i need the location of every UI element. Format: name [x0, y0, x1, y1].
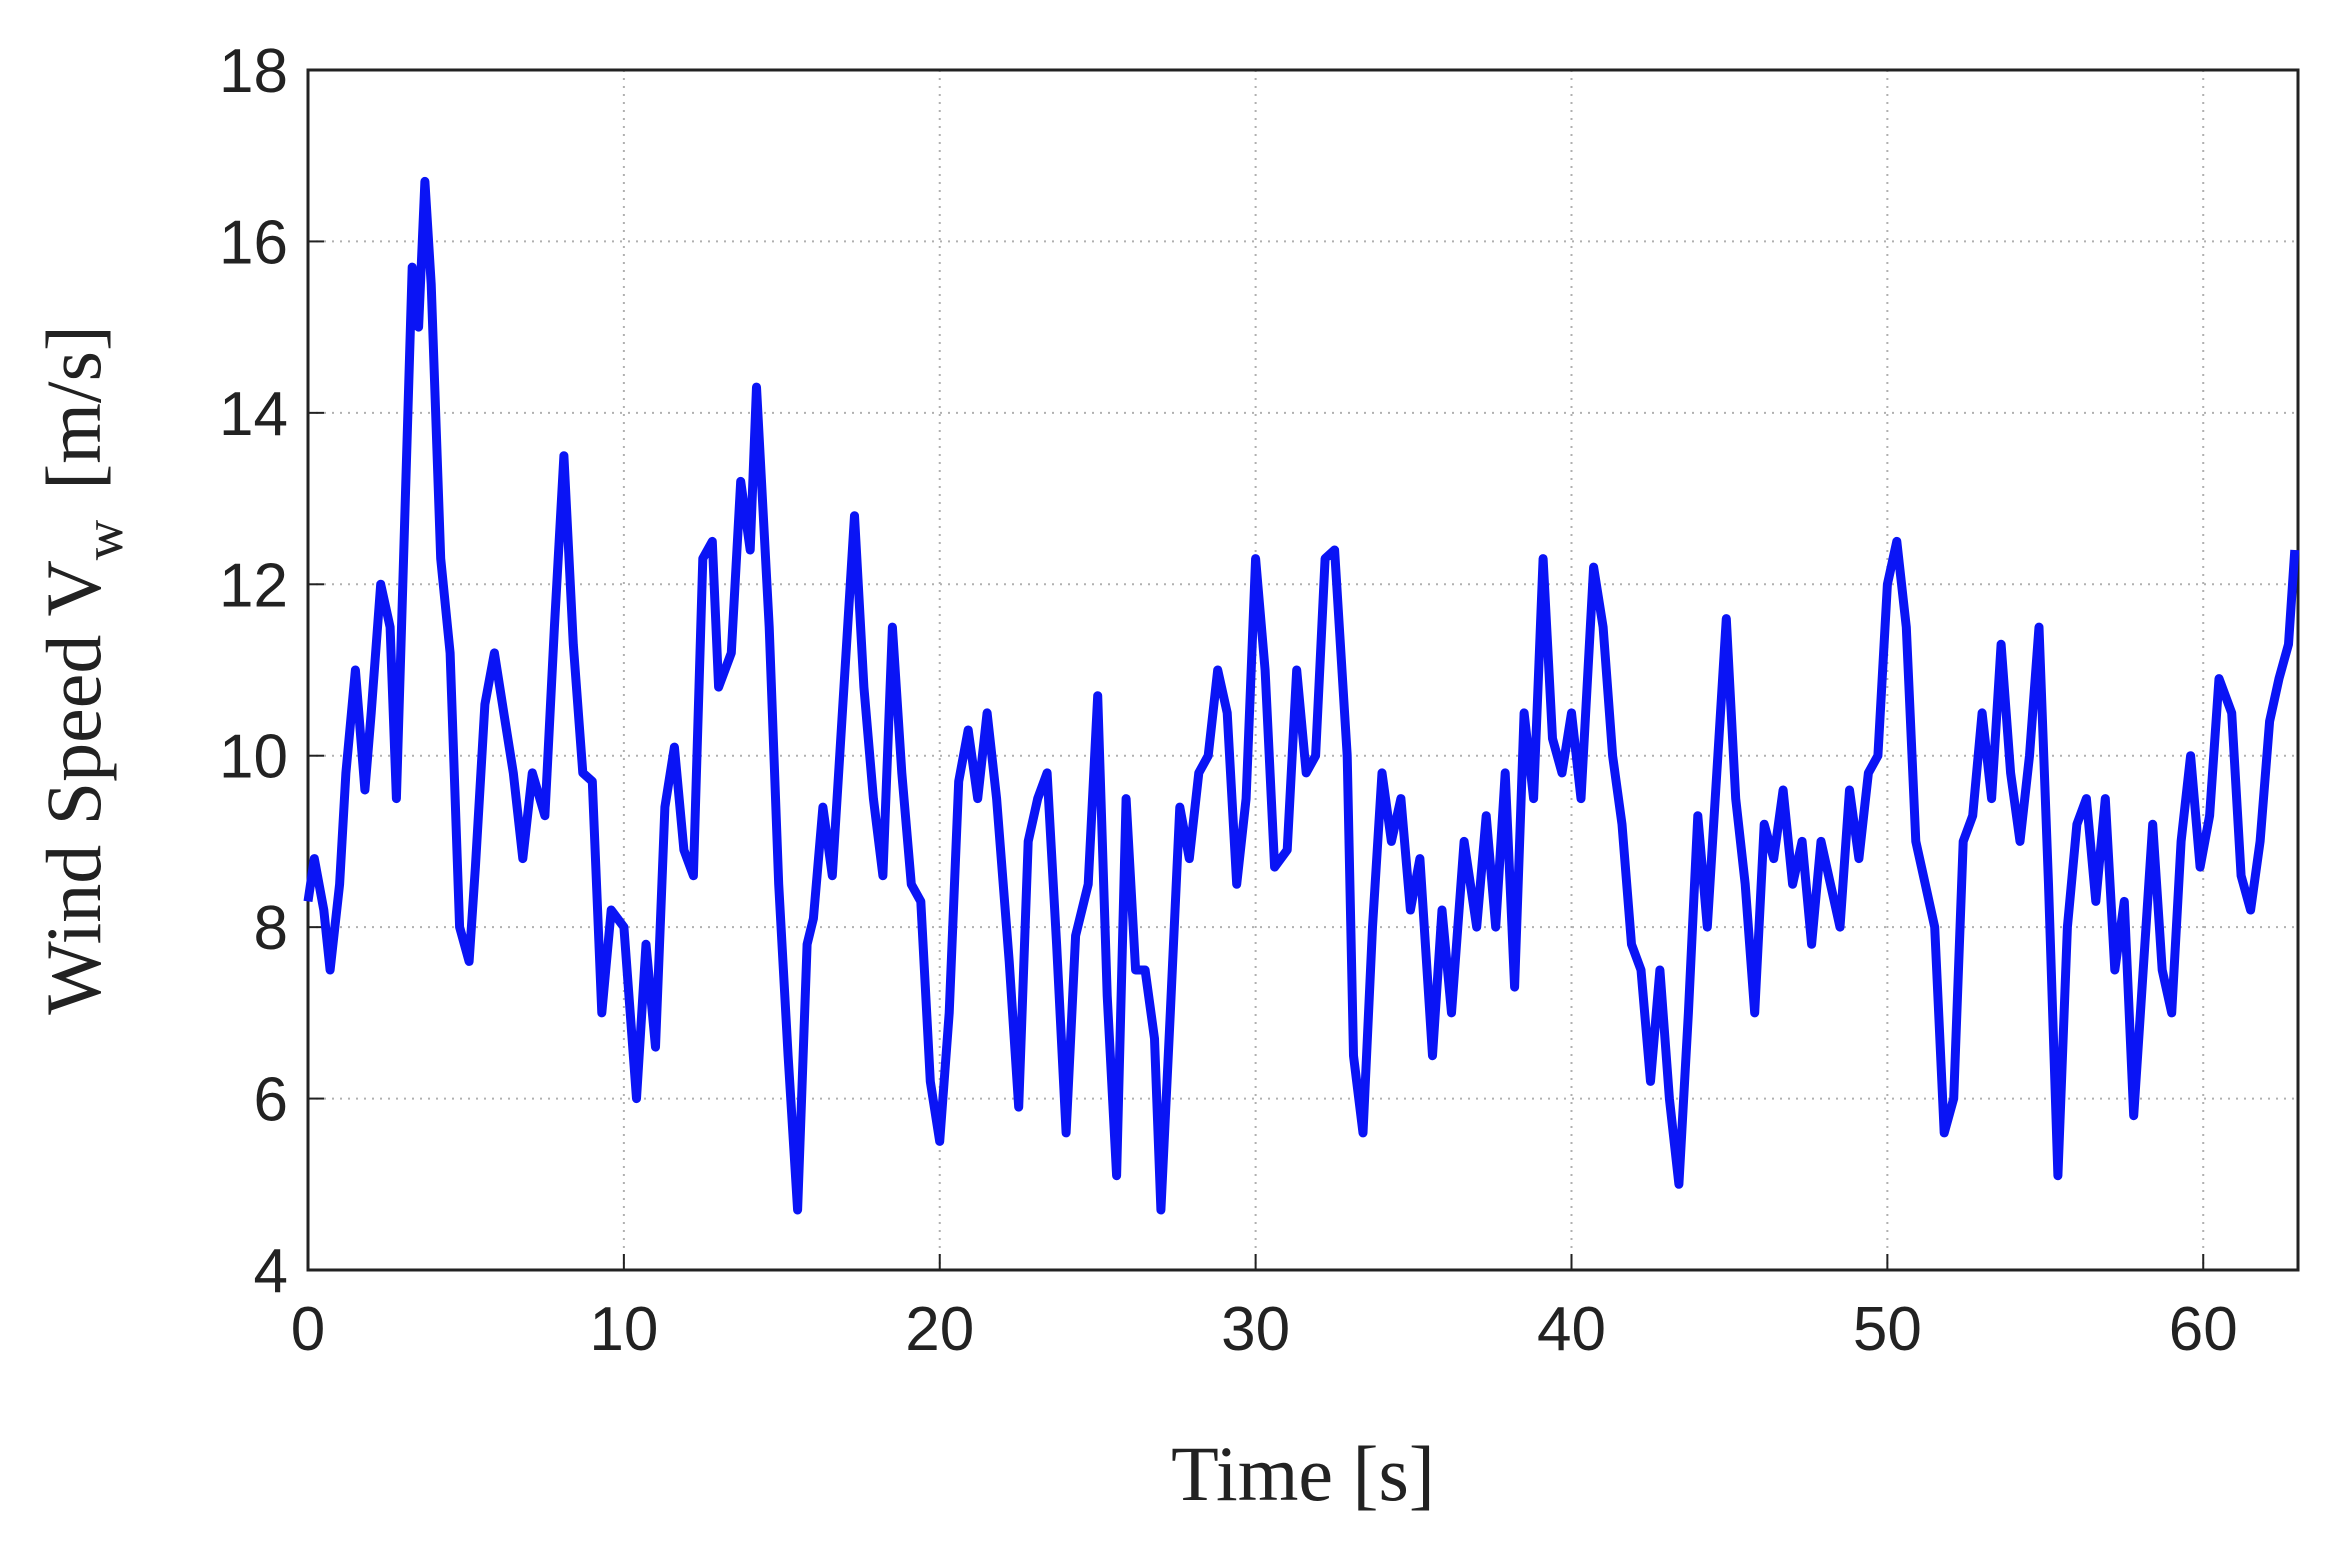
- y-tick-label: 10: [219, 723, 288, 792]
- x-tick-label: 0: [291, 1295, 325, 1364]
- y-axis-label-subscript: w: [73, 519, 135, 560]
- y-tick-label: 12: [219, 551, 288, 620]
- data-line: [303, 176, 2300, 1215]
- x-tick-label: 50: [1853, 1295, 1922, 1364]
- y-tick-label: 14: [219, 380, 288, 449]
- x-axis-label: Time [s]: [1171, 1430, 1435, 1517]
- y-tick-label: 6: [254, 1066, 288, 1135]
- y-tick-label: 4: [254, 1237, 288, 1306]
- y-tick-label: 16: [219, 208, 288, 277]
- y-tick-label: 18: [219, 37, 288, 106]
- y-axis-label-unit: [m/s]: [30, 325, 117, 490]
- plot-frame: [306, 68, 2300, 1272]
- x-tick-label: 60: [2169, 1295, 2238, 1364]
- x-tick-label: 20: [905, 1295, 974, 1364]
- y-axis-label-text: Wind Speed V: [30, 560, 117, 1015]
- x-tick-label: 30: [1221, 1295, 1290, 1364]
- x-tick-label: 40: [1537, 1295, 1606, 1364]
- y-axis-label: Wind Speed Vw [m/s]: [30, 325, 135, 1015]
- x-tick-label: 10: [589, 1295, 658, 1364]
- y-tick-label: 8: [254, 894, 288, 963]
